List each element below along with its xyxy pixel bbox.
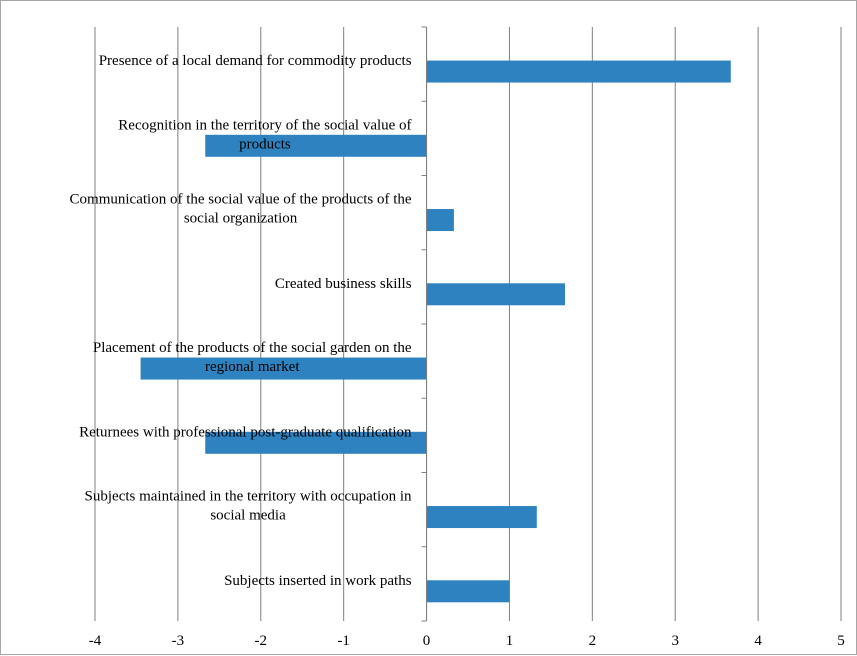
x-tick-label: 5 — [837, 633, 845, 649]
bars — [140, 60, 731, 603]
bar — [426, 506, 537, 529]
bar — [205, 431, 427, 454]
category-label: Communication of the social value of the… — [70, 192, 412, 227]
category-label-line: Recognition in the territory of the soci… — [118, 117, 411, 133]
category-label-line: Returnees with professional post-graduat… — [79, 424, 412, 440]
x-tick-label: 2 — [589, 633, 597, 649]
category-label: Subjects inserted in work paths — [224, 573, 412, 589]
x-tick-labels: -4 -3 -2 -1 0 1 2 3 4 5 — [89, 633, 845, 649]
x-tick-label: 3 — [671, 633, 679, 649]
bar — [426, 60, 731, 83]
x-tick-label: -3 — [172, 633, 185, 649]
category-label-line: social media — [210, 508, 286, 524]
category-label-line: Created business skills — [275, 276, 412, 292]
gridlines — [94, 27, 842, 621]
x-tick-label: 1 — [506, 633, 514, 649]
x-tick-label: -4 — [89, 633, 102, 649]
category-label: Recognition in the territory of the soci… — [118, 117, 411, 152]
category-label-line: Subjects maintained in the territory wit… — [85, 489, 413, 505]
category-axis — [421, 26, 428, 622]
category-label: Placement of the products of the social … — [93, 340, 412, 375]
category-label-line: social organization — [184, 211, 298, 227]
category-label-line: Subjects inserted in work paths — [224, 573, 412, 589]
category-label-line: products — [239, 136, 291, 152]
category-label: Returnees with professional post-graduat… — [79, 424, 412, 440]
category-label-line: Presence of a local demand for commodity… — [99, 53, 412, 69]
bar — [426, 209, 454, 232]
bar — [140, 357, 427, 380]
category-label: Created business skills — [275, 276, 412, 292]
category-label: Subjects maintained in the territory wit… — [85, 489, 413, 524]
category-label-line: Communication of the social value of the… — [70, 192, 412, 208]
x-tick-label: 0 — [423, 633, 431, 649]
category-labels: Presence of a local demand for commodity… — [70, 53, 412, 589]
x-tick-label: -2 — [255, 633, 268, 649]
bar — [426, 580, 510, 603]
bar — [205, 134, 427, 157]
x-tick-label: -1 — [337, 633, 350, 649]
category-label: Presence of a local demand for commodity… — [99, 53, 412, 69]
category-label-line: regional market — [205, 359, 300, 375]
bar — [426, 283, 565, 306]
x-tick-label: 4 — [754, 633, 762, 649]
category-label-line: Placement of the products of the social … — [93, 340, 412, 356]
